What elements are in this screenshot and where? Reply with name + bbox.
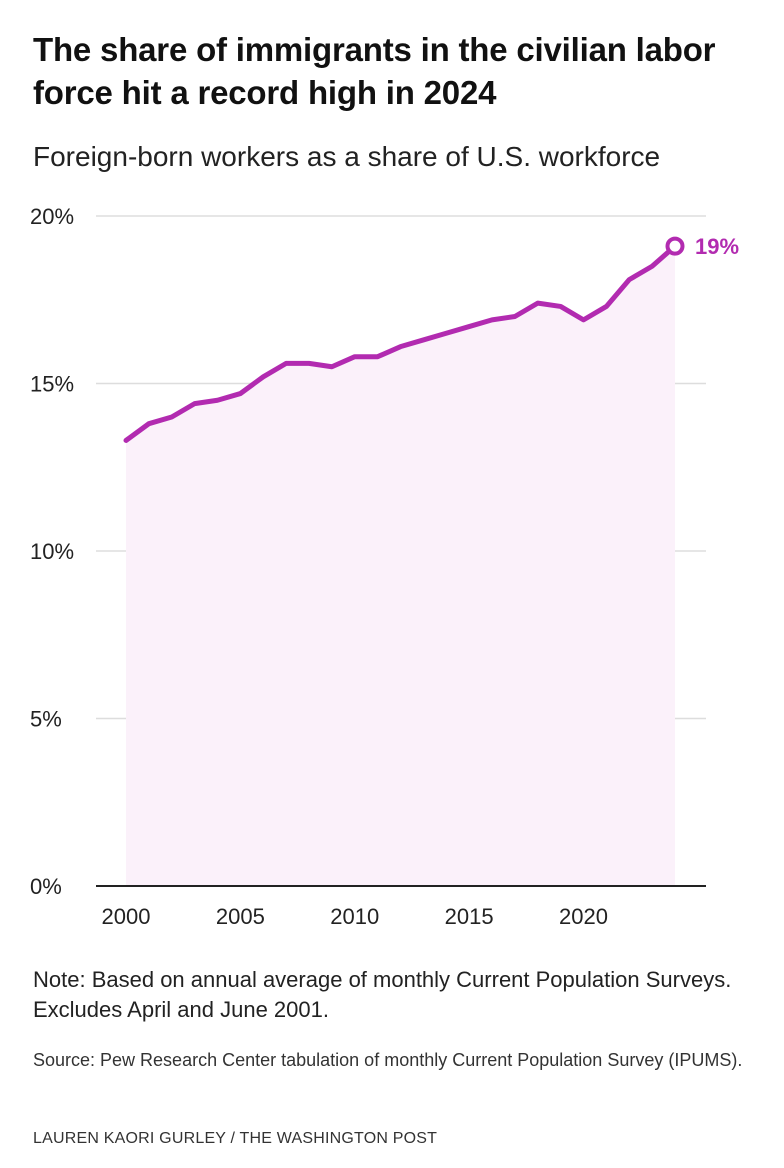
area-fill (126, 246, 675, 886)
y-tick-label: 5% (30, 707, 62, 732)
x-tick-label: 2020 (559, 904, 608, 929)
chart-source: Source: Pew Research Center tabulation o… (33, 1050, 743, 1070)
chart-subtitle: Foreign-born workers as a share of U.S. … (33, 141, 661, 172)
chart-note: Note: Based on annual average of monthly… (33, 967, 732, 1022)
chart-credit: LAUREN KAORI GURLEY / THE WASHINGTON POS… (33, 1130, 438, 1147)
y-tick-label: 20% (30, 204, 74, 229)
end-value-label: 19% (695, 234, 739, 259)
x-tick-label: 2010 (330, 904, 379, 929)
y-tick-label: 0% (30, 874, 62, 899)
x-tick-label: 2015 (445, 904, 494, 929)
x-tick-label: 2000 (102, 904, 151, 929)
line-chart: 0% 5% 10% 15% 20% 2000 2005 2010 2015 2020 19% (30, 204, 739, 929)
series-line (123, 243, 678, 443)
x-tick-label: 2005 (216, 904, 265, 929)
chart-title: The share of immigrants in the civilian … (33, 31, 716, 111)
end-point-marker (665, 236, 685, 256)
y-tick-label: 10% (30, 539, 74, 564)
y-tick-label: 15% (30, 372, 74, 397)
